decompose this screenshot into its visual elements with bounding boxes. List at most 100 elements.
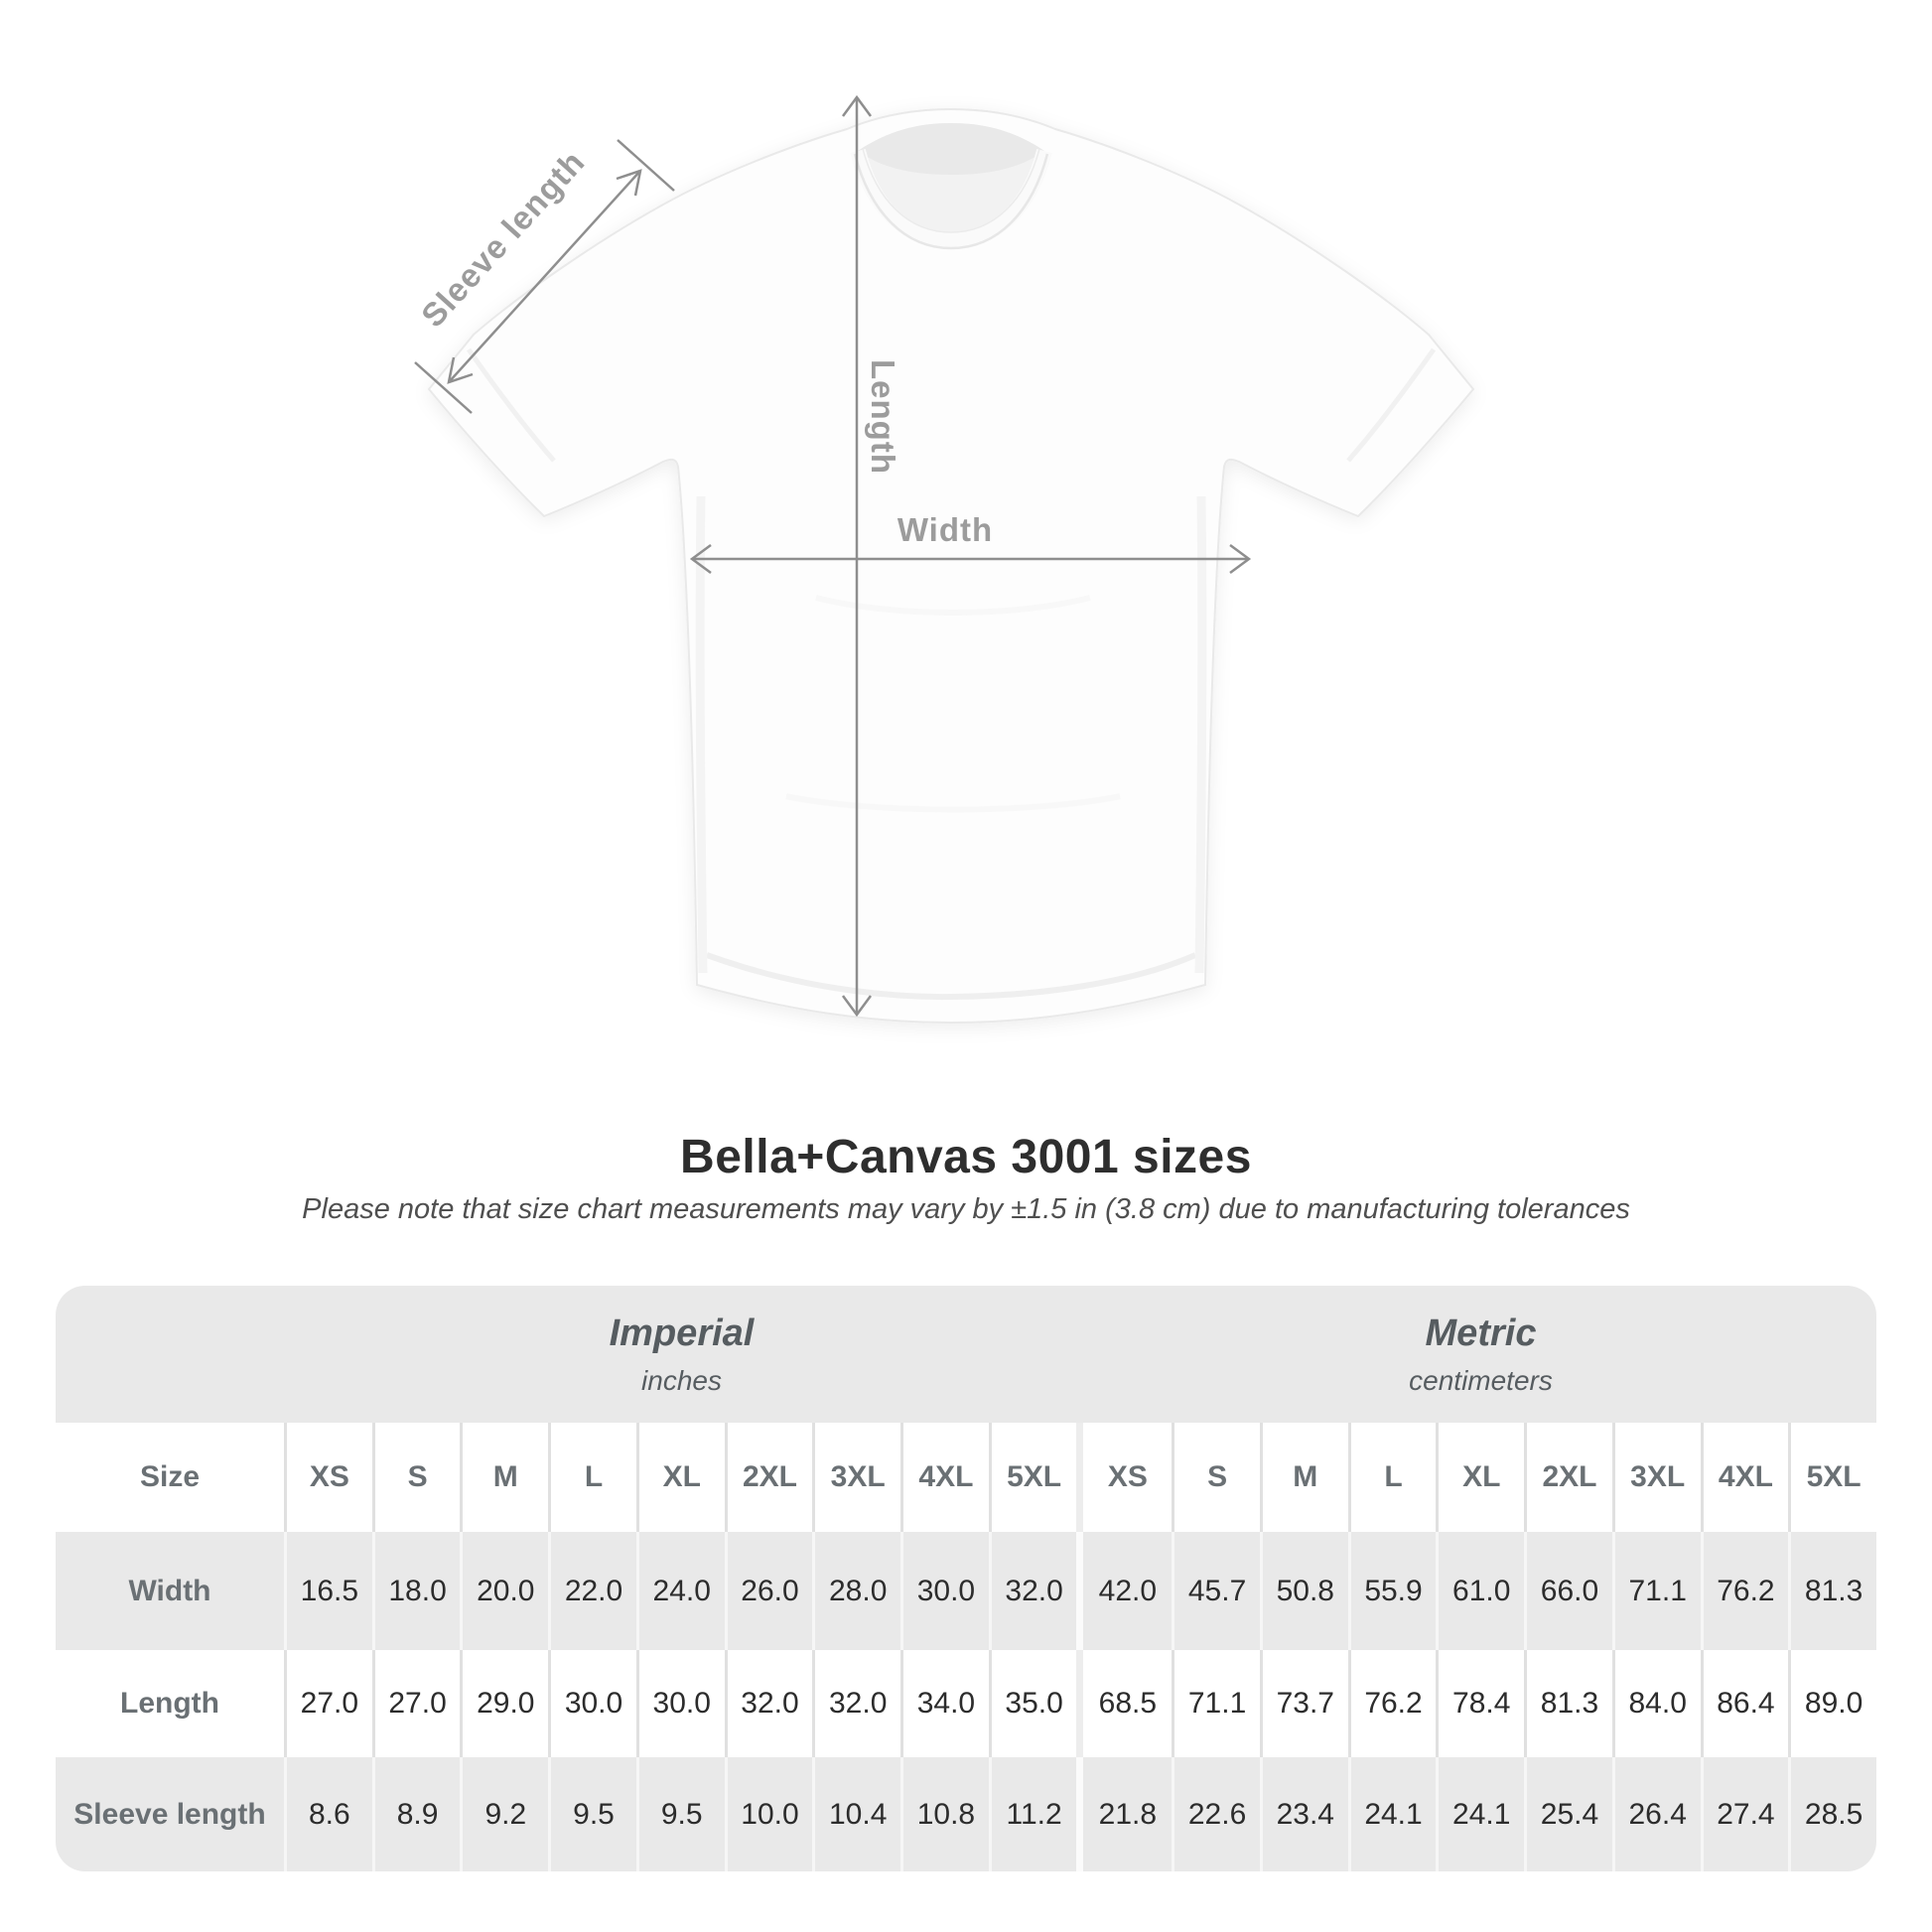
column-header: XL <box>635 1423 725 1532</box>
table-cell: 73.7 <box>1259 1650 1348 1757</box>
column-header: 3XL <box>812 1423 900 1532</box>
column-header: 5XL <box>1788 1423 1876 1532</box>
table-cell: 10.4 <box>812 1757 900 1871</box>
table-cell: 84.0 <box>1611 1650 1701 1757</box>
table-cell: 22.6 <box>1172 1757 1260 1871</box>
metric-unit: centimeters <box>1409 1364 1553 1396</box>
column-header: S <box>371 1423 461 1532</box>
table-cell: 24.0 <box>635 1532 725 1650</box>
width-label: Width <box>897 511 993 548</box>
table-cell: 61.0 <box>1436 1532 1524 1650</box>
tolerance-note: Please note that size chart measurements… <box>302 1193 1630 1225</box>
section-divider <box>1076 1650 1084 1757</box>
tshirt-measurement-diagram: Length Width Sleeve length <box>414 94 1475 1025</box>
table-cell: 35.0 <box>988 1650 1077 1757</box>
table-cell: 71.1 <box>1172 1650 1260 1757</box>
side-shadow-left <box>695 495 708 974</box>
table-cell: 29.0 <box>460 1650 548 1757</box>
table-cell: 71.1 <box>1611 1532 1701 1650</box>
column-header: 3XL <box>1611 1423 1701 1532</box>
column-header: XS <box>284 1423 372 1532</box>
column-header: 2XL <box>724 1423 813 1532</box>
column-header: XL <box>1436 1423 1524 1532</box>
collar-band <box>850 148 1052 249</box>
row-header: Width <box>128 1574 211 1607</box>
table-cell: 26.4 <box>1611 1757 1701 1871</box>
table-cell: 8.6 <box>284 1757 372 1871</box>
table-cell: 34.0 <box>900 1650 989 1757</box>
collar-band-edge <box>862 148 1040 233</box>
table-cell: 32.0 <box>724 1650 813 1757</box>
column-header: L <box>1347 1423 1437 1532</box>
table-cell: 42.0 <box>1098 1574 1158 1607</box>
chest-wrinkle <box>815 595 1091 616</box>
table-cell: 9.2 <box>460 1757 548 1871</box>
table-cell: 30.0 <box>548 1650 636 1757</box>
table-cell: 68.5 <box>1098 1687 1158 1720</box>
sleeve-fold-left <box>466 347 556 463</box>
table-cell: 28.5 <box>1788 1757 1876 1871</box>
table-row-sleeve-length: Sleeve length 8.6 8.9 9.2 9.5 9.5 10.0 1… <box>56 1757 1876 1871</box>
table-cell: 9.5 <box>548 1757 636 1871</box>
tshirt-body <box>427 107 1475 1025</box>
table-cell: 55.9 <box>1347 1532 1437 1650</box>
tshirt-graphic <box>427 107 1475 1025</box>
table-cell: 11.2 <box>988 1757 1077 1871</box>
table-cell: 76.2 <box>1700 1532 1789 1650</box>
table-cell: 86.4 <box>1700 1650 1789 1757</box>
table-cell: 32.0 <box>812 1650 900 1757</box>
torso-wrinkle <box>785 793 1121 813</box>
table-cell: 23.4 <box>1259 1757 1348 1871</box>
table-cell: 26.0 <box>724 1532 813 1650</box>
collar-inner-back <box>858 123 1044 175</box>
section-divider <box>1076 1757 1084 1871</box>
table-cell: 8.9 <box>371 1757 461 1871</box>
table-cell: 81.3 <box>1788 1532 1876 1650</box>
column-header: L <box>548 1423 636 1532</box>
table-row-length: Length 27.0 27.0 29.0 30.0 30.0 32.0 32.… <box>56 1650 1876 1757</box>
row-header: Length <box>120 1687 219 1720</box>
column-header: 4XL <box>900 1423 989 1532</box>
column-header: 2XL <box>1524 1423 1612 1532</box>
section-divider <box>1076 1423 1084 1532</box>
column-header: 4XL <box>1700 1423 1789 1532</box>
table-cell: 18.0 <box>371 1532 461 1650</box>
imperial-label: Imperial <box>609 1311 755 1354</box>
table-cell: 20.0 <box>460 1532 548 1650</box>
row-header: Sleeve length <box>73 1797 266 1831</box>
table-cell: 22.0 <box>548 1532 636 1650</box>
table-cell: 27.0 <box>371 1650 461 1757</box>
table-cell: 32.0 <box>988 1532 1077 1650</box>
table-cell: 50.8 <box>1259 1532 1348 1650</box>
metric-label: Metric <box>1425 1311 1537 1354</box>
table-cell: 30.0 <box>900 1532 989 1650</box>
table-cell: 9.5 <box>635 1757 725 1871</box>
table-cell: 81.3 <box>1524 1650 1612 1757</box>
column-header: 5XL <box>988 1423 1077 1532</box>
sleeve-length-arrow <box>414 139 675 414</box>
table-cell: 10.8 <box>900 1757 989 1871</box>
table-cell: 76.2 <box>1347 1650 1437 1757</box>
table-cell: 24.1 <box>1436 1757 1524 1871</box>
imperial-unit: inches <box>641 1364 722 1396</box>
size-table: Imperial inches Metric centimeters Size … <box>56 1286 1876 1871</box>
hem-shadow <box>705 952 1197 1001</box>
table-cell: 27.4 <box>1700 1757 1789 1871</box>
table-cell: 25.4 <box>1524 1757 1612 1871</box>
collar-seam <box>853 153 1049 250</box>
section-divider <box>1076 1532 1084 1650</box>
table-cell: 45.7 <box>1172 1532 1260 1650</box>
column-header: XS <box>1107 1460 1148 1493</box>
side-shadow-right <box>1194 495 1207 974</box>
table-cell: 66.0 <box>1524 1532 1612 1650</box>
table-cell: 16.5 <box>284 1532 372 1650</box>
table-cell: 10.0 <box>724 1757 813 1871</box>
sleeve-fold-right <box>1346 347 1437 463</box>
column-header: M <box>1259 1423 1348 1532</box>
unit-band: Imperial inches Metric centimeters <box>56 1286 1876 1423</box>
imperial-section-header: Imperial inches <box>284 1286 1079 1423</box>
table-cell: 78.4 <box>1436 1650 1524 1757</box>
width-arrow <box>689 543 1252 575</box>
column-header: S <box>1172 1423 1260 1532</box>
column-header-size: Size <box>139 1460 201 1493</box>
